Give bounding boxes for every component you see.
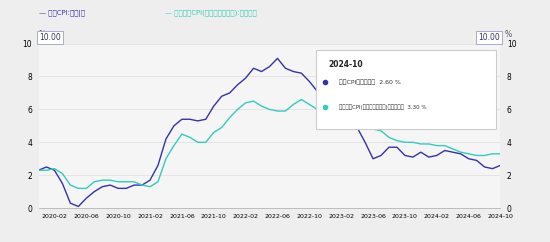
Text: — 美国CPI:当月|比: — 美国CPI:当月|比: [39, 10, 85, 17]
Text: %: %: [504, 30, 512, 39]
Text: 10.00: 10.00: [39, 33, 61, 42]
Text: 10.00: 10.00: [478, 33, 500, 42]
Text: — 美国核心CPI(不含食物、能源):当月同比: — 美国核心CPI(不含食物、能源):当月同比: [165, 10, 257, 16]
Text: %: %: [39, 30, 46, 39]
